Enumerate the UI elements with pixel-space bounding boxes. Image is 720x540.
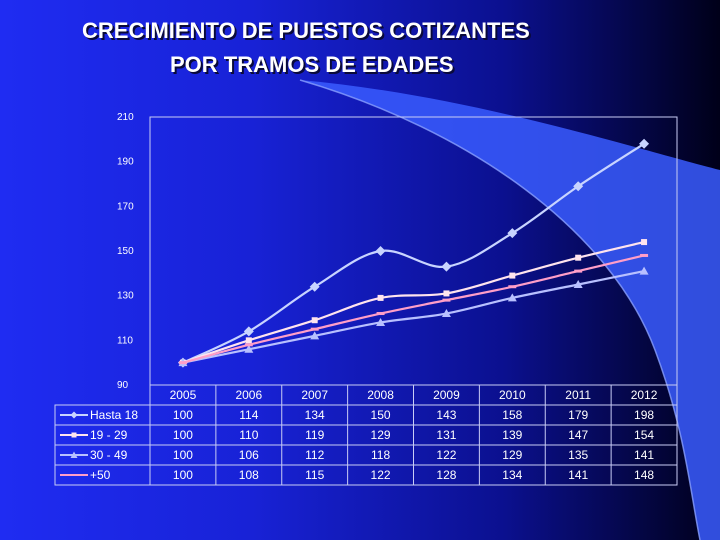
series-line — [182, 254, 645, 364]
table-cell-value: 148 — [634, 468, 654, 482]
y-tick-label: 90 — [117, 380, 129, 391]
table-cell-value: 114 — [239, 408, 258, 422]
data-point — [245, 337, 252, 344]
data-point — [640, 253, 649, 257]
y-tick-label: 170 — [117, 201, 134, 212]
data-point — [508, 285, 517, 289]
y-tick-label: 150 — [117, 246, 134, 257]
table-cell-value: 143 — [436, 408, 456, 422]
data-point — [573, 181, 584, 192]
data-point — [507, 293, 517, 302]
table-cell-value: 198 — [634, 408, 654, 422]
data-point — [509, 272, 516, 279]
series-line — [182, 270, 645, 364]
y-tick-label: 130 — [117, 291, 134, 302]
table-cell-value: 100 — [173, 448, 193, 462]
table-cell-value: 110 — [239, 428, 258, 442]
data-point — [639, 138, 650, 149]
axis-ticks: 90 110 130 150 170 190 210 — [117, 112, 134, 391]
x-category-label: 2011 — [565, 388, 591, 402]
data-point — [244, 343, 253, 347]
data-point — [310, 327, 319, 331]
data-point — [310, 331, 320, 340]
table-cell-value: 154 — [634, 428, 654, 442]
x-category-label: 2010 — [499, 388, 526, 402]
data-point — [575, 254, 582, 261]
series-line — [182, 142, 645, 364]
data-point — [375, 246, 386, 256]
data-point — [178, 361, 187, 365]
table-cell-value: 150 — [371, 408, 391, 422]
x-category-label: 2006 — [235, 388, 262, 402]
table-cell-value: 147 — [568, 428, 588, 442]
table-cell-value: 122 — [436, 448, 456, 462]
table-cell-value: 134 — [305, 408, 325, 422]
data-point — [376, 317, 386, 326]
title-line-2: POR TRAMOS DE EDADES — [170, 52, 454, 77]
table-cell-value: 112 — [305, 448, 324, 462]
swoosh-edge — [299, 79, 701, 540]
legend-series-label: Hasta 18 — [90, 408, 138, 422]
legend-series-label: 19 - 29 — [90, 428, 128, 442]
table-cell-value: 128 — [436, 468, 456, 482]
table-cell-value: 129 — [502, 448, 522, 462]
table-cell-value: 134 — [502, 468, 522, 482]
data-point — [377, 294, 384, 301]
table-cell-value: 106 — [239, 448, 259, 462]
data-point — [311, 317, 318, 324]
legend-series-label: +50 — [90, 468, 111, 482]
y-tick-label: 110 — [117, 335, 133, 346]
table-cell-value: 141 — [568, 468, 588, 482]
table-cell-value: 135 — [568, 448, 588, 462]
table-cell-value: 118 — [371, 448, 390, 462]
x-category-label: 2009 — [433, 388, 460, 402]
table-cell-value: 100 — [173, 468, 193, 482]
x-category-label: 2005 — [170, 388, 197, 402]
data-point — [574, 269, 583, 273]
x-category-label: 2007 — [301, 388, 328, 402]
data-point — [573, 280, 583, 288]
data-point — [309, 281, 320, 292]
table-cell-value: 129 — [371, 428, 391, 442]
data-point — [441, 261, 452, 272]
data-point — [639, 266, 649, 275]
table-cell-value: 179 — [568, 408, 588, 422]
title-line-1: CRECIMIENTO DE PUESTOS COTIZANTES — [82, 18, 530, 43]
data-point — [441, 309, 451, 318]
data-point — [507, 228, 518, 239]
legend-key-marker — [70, 451, 78, 458]
swoosh-shape — [300, 80, 720, 540]
table-cell-value: 115 — [305, 468, 324, 482]
legend-series-label: 30 - 49 — [90, 448, 128, 462]
decorative-swoosh — [299, 79, 720, 540]
y-tick-label: 190 — [117, 157, 134, 168]
data-point — [442, 298, 451, 302]
data-point — [641, 239, 648, 246]
data-point — [376, 312, 385, 316]
y-tick-label: 210 — [117, 112, 134, 123]
table-cell-value: 119 — [305, 428, 324, 442]
slide-title: CRECIMIENTO DE PUESTOS COTIZANTES POR TR… — [0, 14, 720, 82]
data-point — [243, 326, 254, 337]
series-line — [182, 240, 645, 364]
table-cell-value: 122 — [371, 468, 391, 482]
series-lines — [177, 138, 650, 368]
x-category-label: 2008 — [367, 388, 394, 402]
legend-key-marker — [70, 411, 78, 419]
table-cell-value: 141 — [634, 448, 654, 462]
table-cell-value: 158 — [502, 408, 522, 422]
table-cell-value: 139 — [502, 428, 522, 442]
data-point — [443, 290, 450, 297]
table-cell-value: 108 — [239, 468, 259, 482]
data-table: 2005 2006 2007 2008 2009 2010 2011 2012 Hasta 18… — [54, 384, 678, 486]
x-category-label: 2012 — [631, 388, 658, 402]
table-cell-value: 100 — [173, 428, 193, 442]
legend-key-marker — [71, 432, 77, 438]
table-cell-value: 100 — [173, 408, 193, 422]
table-cell-value: 131 — [436, 428, 456, 442]
data-point — [244, 344, 254, 353]
